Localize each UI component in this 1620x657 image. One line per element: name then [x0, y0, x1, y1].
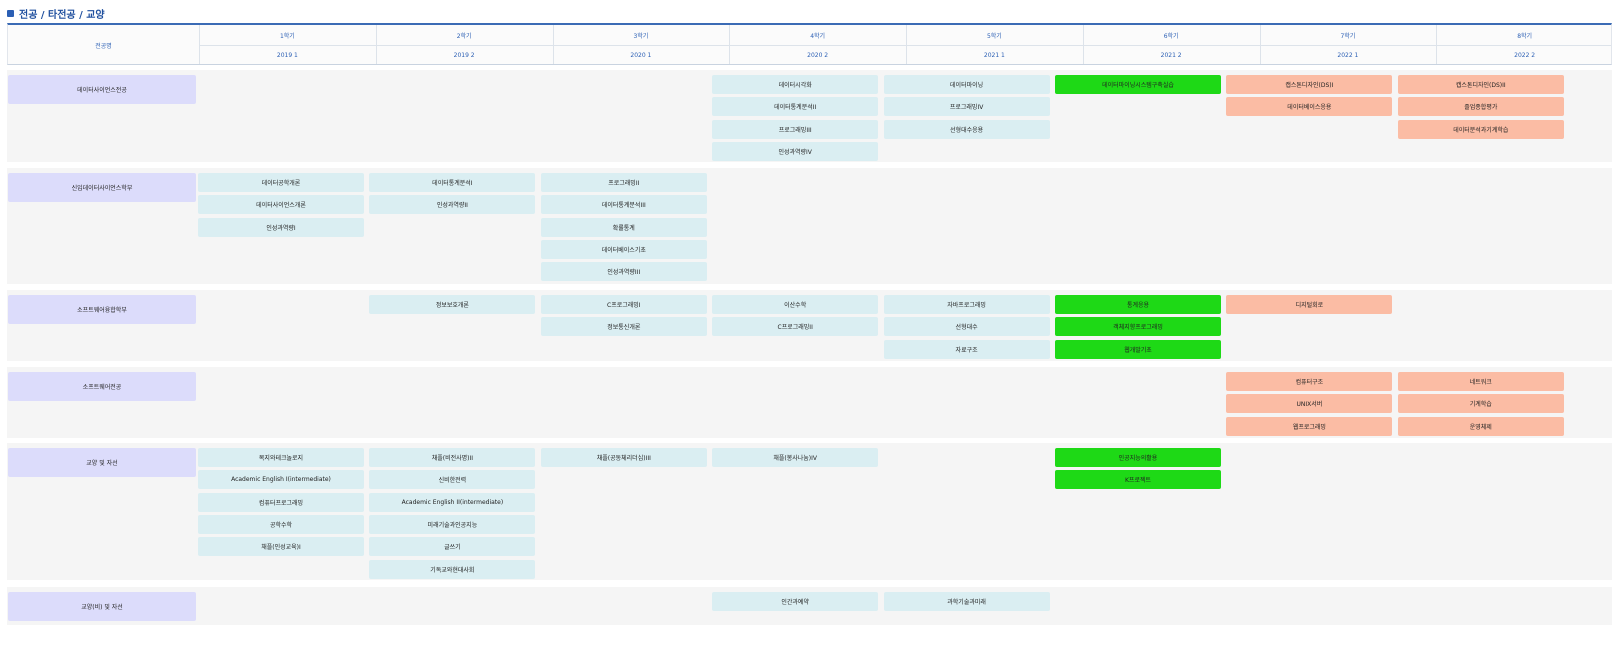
- course-cell[interactable]: Academic English II(intermediate): [369, 492, 536, 512]
- course-cell[interactable]: 자바프로그래밍: [883, 295, 1050, 314]
- course-cell[interactable]: 채플(공동체리더십)III: [540, 448, 707, 467]
- course-cell[interactable]: 채플(비전사명)II: [369, 448, 536, 467]
- course-cell[interactable]: 데이터통계분석III: [540, 195, 707, 215]
- category-label[interactable]: 데이터사이언스전공: [8, 75, 196, 104]
- course-cell[interactable]: 과학기술과미래: [883, 592, 1050, 611]
- semester-label: 7학기: [1340, 33, 1356, 40]
- header-separator: [199, 25, 200, 64]
- course-cell[interactable]: 인성과역량II: [369, 195, 536, 215]
- course-cell[interactable]: 정보보호개론: [369, 295, 536, 314]
- course-cell[interactable]: 선형대수응용: [883, 119, 1050, 139]
- course-cell[interactable]: 데이터베이스기초: [540, 239, 707, 259]
- course-cell[interactable]: 컴퓨터프로그래밍: [198, 492, 364, 512]
- header-separator: [375, 25, 377, 64]
- title-bullet-icon: [7, 9, 14, 17]
- course-cell[interactable]: 데이터통계분석I: [369, 173, 536, 192]
- course-cell[interactable]: 복지와테크놀로지: [198, 448, 364, 467]
- course-cell[interactable]: 데이터공학개론: [198, 173, 364, 192]
- semester-label: 8학기: [1517, 33, 1533, 40]
- course-cell[interactable]: 데이터마이닝: [883, 75, 1050, 94]
- course-cell[interactable]: 데이터통계분석II: [712, 97, 879, 117]
- category-label[interactable]: 교양 및 자선: [8, 448, 196, 477]
- header-separator: [1259, 25, 1261, 64]
- semester-year: 2021 1: [983, 52, 1005, 59]
- header-separator: [552, 25, 554, 64]
- course-cell[interactable]: 졸업종합평가: [1397, 97, 1564, 117]
- course-cell[interactable]: 프로그래밍IV: [883, 97, 1050, 117]
- semester-year: 2020 1: [630, 52, 652, 59]
- course-cell[interactable]: UNIX서버: [1226, 394, 1393, 414]
- course-cell[interactable]: 네트워크: [1397, 372, 1564, 391]
- course-cell[interactable]: 캡스톤디자인(DS)I: [1226, 75, 1393, 94]
- course-cell[interactable]: C프로그래밍II: [712, 317, 879, 337]
- course-cell[interactable]: Academic English I(intermediate): [198, 470, 364, 490]
- course-cell[interactable]: 데이터사이언스개론: [198, 195, 364, 215]
- semester-year: 2019 1: [276, 52, 298, 59]
- semester-label: 6학기: [1163, 33, 1179, 40]
- course-cell[interactable]: 객체지향프로그래밍: [1055, 317, 1221, 337]
- category-label[interactable]: 소프트웨어전공: [8, 372, 196, 401]
- course-cell[interactable]: 기독교와현대사회: [369, 559, 536, 579]
- course-cell[interactable]: 글쓰기: [369, 537, 536, 557]
- semester-label: 4학기: [810, 33, 826, 40]
- course-cell[interactable]: 웹개발기초: [1055, 339, 1221, 359]
- category-label[interactable]: 소프트웨어융합학부: [8, 295, 196, 324]
- course-cell[interactable]: 채플(인성교육)I: [198, 537, 364, 557]
- semester-label: 3학기: [633, 33, 649, 40]
- course-cell[interactable]: K프로젝트: [1055, 470, 1221, 490]
- header-separator: [1436, 25, 1438, 64]
- course-cell[interactable]: C프로그래밍I: [540, 295, 707, 314]
- course-cell[interactable]: 캡스톤디자인(DS)II: [1397, 75, 1564, 94]
- semester-year: 2022 1: [1337, 52, 1359, 59]
- semester-label: 5학기: [986, 33, 1002, 40]
- course-cell[interactable]: 인간과예약: [712, 592, 879, 611]
- course-cell[interactable]: 통계응용: [1055, 295, 1221, 314]
- course-cell[interactable]: 데이터마이닝시스템구축실습: [1055, 75, 1221, 94]
- course-cell[interactable]: 인성과역량I: [198, 217, 364, 237]
- course-cell[interactable]: 운영체제: [1397, 416, 1564, 436]
- page-title-text: 전공 / 타전공 / 교양: [19, 9, 105, 21]
- course-cell[interactable]: 데이터시각화: [712, 75, 879, 94]
- course-cell[interactable]: 디지털회로: [1226, 295, 1393, 314]
- course-cell[interactable]: 프로그래밍II: [540, 173, 707, 192]
- course-cell[interactable]: 인성과역량IV: [712, 141, 879, 161]
- header-separator: [1082, 25, 1084, 64]
- course-cell[interactable]: 프로그래밍III: [712, 119, 879, 139]
- semester-header: 전공명 1학기 2019 1 2학기 2019 2 3학기 2020 1 4학기 2020 2…: [7, 23, 1612, 65]
- course-cell[interactable]: 공학수학: [198, 514, 364, 534]
- category-label[interactable]: 교양(비) 및 자선: [8, 592, 196, 621]
- course-cell[interactable]: 인공지능의활용: [1055, 448, 1221, 467]
- course-cell[interactable]: 이산수학: [712, 295, 879, 314]
- course-cell[interactable]: 데이터베이스응용: [1226, 97, 1393, 117]
- category-label[interactable]: 신입데이터사이언스학부: [8, 173, 196, 202]
- header-separator: [906, 25, 907, 64]
- course-cell[interactable]: 인성과역량III: [540, 262, 707, 282]
- semester-label: 2학기: [456, 33, 472, 40]
- course-cell[interactable]: 확률통계: [540, 217, 707, 237]
- course-cell[interactable]: 미래기술과인공지능: [369, 514, 536, 534]
- course-cell[interactable]: 웹프로그래밍: [1226, 416, 1393, 436]
- semester-year: 2021 2: [1160, 52, 1182, 59]
- semester-year: 2020 2: [807, 52, 829, 59]
- course-cell[interactable]: 정보통신개론: [540, 317, 707, 337]
- course-cell[interactable]: 채플(봉사나눔)IV: [712, 448, 879, 467]
- page-title: 전공 / 타전공 / 교양: [7, 6, 105, 21]
- course-cell[interactable]: 자료구조: [883, 339, 1050, 359]
- course-cell[interactable]: 컴퓨터구조: [1226, 372, 1393, 391]
- course-cell[interactable]: 선형대수: [883, 317, 1050, 337]
- course-cell[interactable]: 데이터분석과기계학습: [1397, 119, 1564, 139]
- course-cell[interactable]: 신비한전력: [369, 470, 536, 490]
- semester-year: 2019 2: [453, 52, 475, 59]
- semester-label: 1학기: [279, 33, 295, 40]
- header-separator: [729, 25, 731, 64]
- header-major-label: 전공명: [95, 43, 112, 50]
- header-divider: [199, 45, 1611, 46]
- semester-year: 2022 2: [1514, 52, 1536, 59]
- course-cell[interactable]: 기계학습: [1397, 394, 1564, 414]
